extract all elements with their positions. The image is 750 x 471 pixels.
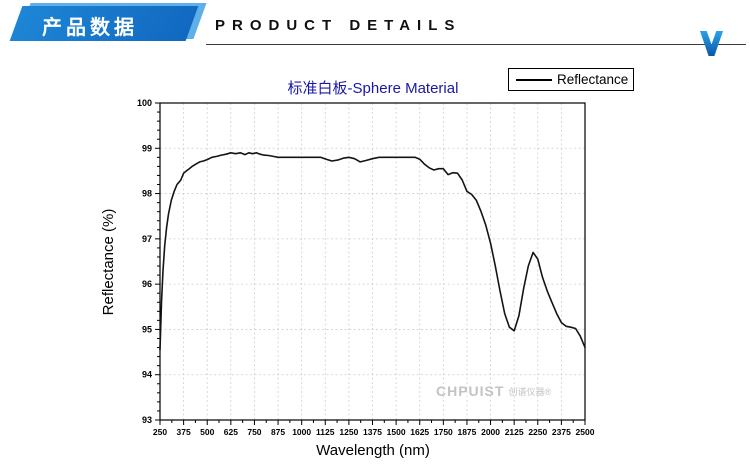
y-tick-label: 98 (142, 189, 152, 199)
x-tick-label: 1750 (434, 427, 453, 437)
y-tick-label: 99 (142, 143, 152, 153)
x-tick-label: 1625 (410, 427, 429, 437)
legend: Reflectance (508, 68, 634, 91)
y-tick-label: 96 (142, 279, 152, 289)
x-tick-label: 1875 (457, 427, 476, 437)
product-data-badge: 产品数据 (9, 3, 207, 43)
reflectance-curve (159, 152, 586, 351)
x-tick-label: 375 (177, 427, 191, 437)
chart-title: 标准白板-Sphere Material (287, 80, 459, 97)
x-tick-label: 625 (224, 427, 238, 437)
x-tick-label: 1125 (316, 427, 335, 437)
watermark-cn: 创谱仪器® (508, 387, 552, 397)
watermark-brand: CHPUIST (436, 383, 505, 399)
y-tick-label: 97 (142, 234, 152, 244)
x-axis-label: Wavelength (nm) (316, 442, 430, 459)
x-tick-label: 1250 (339, 427, 358, 437)
y-tick-label: 94 (142, 370, 152, 380)
legend-line-sample (516, 78, 552, 81)
x-tick-label: 1500 (387, 427, 406, 437)
x-tick-label: 500 (200, 427, 214, 437)
x-tick-label: 1375 (363, 427, 382, 437)
y-tick-label: 100 (137, 98, 152, 108)
x-tick-label: 2000 (481, 427, 500, 437)
y-tick-label: 93 (142, 415, 152, 425)
page-title: PRODUCT DETAILS (215, 17, 462, 34)
x-tick-label: 1000 (292, 427, 311, 437)
x-tick-label: 750 (247, 427, 261, 437)
header-divider (206, 44, 746, 45)
x-tick-label: 2500 (576, 427, 595, 437)
legend-label: Reflectance (557, 72, 629, 87)
v-logo-icon (699, 31, 724, 56)
y-tick-label: 95 (142, 324, 152, 334)
badge-label: 产品数据 (42, 17, 138, 39)
x-tick-label: 875 (271, 427, 285, 437)
watermark: CHPUIST 创谱仪器® (436, 383, 551, 399)
x-tick-label: 2375 (552, 427, 571, 437)
x-tick-label: 2250 (528, 427, 547, 437)
x-tick-label: 2125 (505, 427, 524, 437)
x-tick-label: 250 (153, 427, 167, 437)
